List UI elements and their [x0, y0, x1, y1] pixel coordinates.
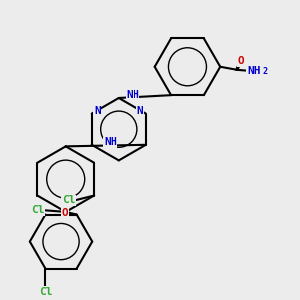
Text: Cl: Cl	[39, 287, 52, 297]
Text: N: N	[104, 137, 111, 148]
Text: N: N	[137, 106, 144, 116]
Text: H: H	[133, 90, 139, 100]
Text: NH: NH	[247, 66, 260, 76]
Text: H: H	[111, 137, 116, 148]
Text: O: O	[61, 208, 68, 218]
Text: N: N	[94, 106, 101, 116]
Text: O: O	[237, 56, 244, 66]
Text: Cl: Cl	[31, 205, 44, 215]
Text: 2: 2	[263, 67, 268, 76]
Text: N: N	[127, 90, 133, 100]
Text: Cl: Cl	[62, 195, 75, 205]
